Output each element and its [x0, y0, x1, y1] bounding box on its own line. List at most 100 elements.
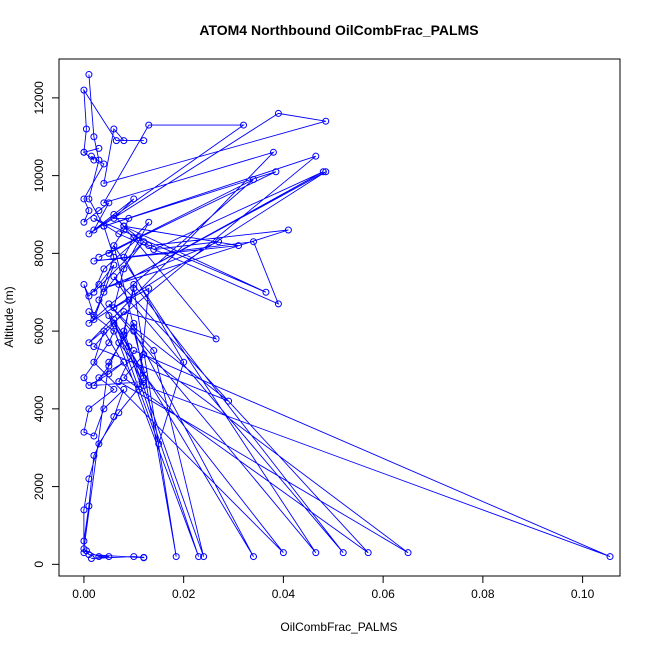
- y-tick-label: 12000: [32, 81, 46, 115]
- data-point: [110, 315, 118, 323]
- data-point: [319, 168, 327, 176]
- data-point: [145, 284, 153, 292]
- data-point: [120, 358, 128, 366]
- data-point: [95, 144, 103, 152]
- data-point: [82, 125, 90, 133]
- data-point: [80, 148, 88, 156]
- data-point: [90, 226, 98, 234]
- x-tick-label: 0.04: [272, 587, 296, 601]
- data-point: [90, 451, 98, 459]
- data-point: [110, 214, 118, 222]
- data-point: [85, 230, 93, 238]
- data-point: [284, 226, 292, 234]
- data-point: [90, 312, 98, 320]
- data-point: [322, 168, 330, 176]
- data-point: [140, 366, 148, 374]
- data-point: [240, 121, 248, 129]
- x-axis-label: OilCombFrac_PALMS: [280, 620, 397, 634]
- data-point: [105, 249, 113, 257]
- data-point: [85, 195, 93, 203]
- data-point: [125, 214, 133, 222]
- data-point: [215, 238, 223, 246]
- data-point: [110, 327, 118, 335]
- data-point: [90, 358, 98, 366]
- data-point: [110, 304, 118, 312]
- data-point: [105, 553, 113, 561]
- data-point: [90, 214, 98, 222]
- data-point: [110, 273, 118, 281]
- data-point: [80, 195, 88, 203]
- data-point: [80, 280, 88, 288]
- data-point: [95, 253, 103, 261]
- data-point: [95, 553, 103, 561]
- y-axis-label: Altitude (m): [2, 286, 16, 347]
- data-point: [130, 234, 138, 242]
- data-point: [85, 319, 93, 327]
- y-tick-label: 2000: [32, 473, 46, 500]
- x-tick-label: 0.02: [172, 587, 196, 601]
- data-point: [100, 405, 108, 413]
- data-point: [80, 537, 88, 545]
- data-point: [130, 323, 138, 331]
- data-point: [105, 358, 113, 366]
- data-point: [140, 238, 148, 246]
- data-point: [95, 374, 103, 382]
- data-point: [115, 378, 123, 386]
- data-point: [80, 428, 88, 436]
- x-tick-label: 0.10: [571, 587, 595, 601]
- data-point: [606, 553, 614, 561]
- x-tick-label: 0.00: [72, 587, 96, 601]
- data-point: [120, 265, 128, 273]
- y-tick-label: 4000: [32, 395, 46, 422]
- data-point: [95, 280, 103, 288]
- data-point: [90, 133, 98, 141]
- data-point: [272, 168, 280, 176]
- data-point: [100, 160, 108, 168]
- data-point: [130, 327, 138, 335]
- data-point: [279, 549, 287, 557]
- data-point: [212, 335, 220, 343]
- data-point: [110, 413, 118, 421]
- data-point: [140, 137, 148, 145]
- data-point: [95, 156, 103, 164]
- data-point: [145, 121, 153, 129]
- data-point: [80, 545, 88, 553]
- data-point: [80, 506, 88, 514]
- data-point: [115, 230, 123, 238]
- data-point: [100, 222, 108, 230]
- series-line: [82, 74, 611, 559]
- x-axis: 0.00 0.02 0.04 0.06 0.08 0.10: [72, 575, 595, 601]
- data-point: [145, 242, 153, 250]
- data-point: [85, 475, 93, 483]
- data-point: [120, 253, 128, 261]
- data-point: [90, 432, 98, 440]
- data-point: [120, 374, 128, 382]
- data-point: [110, 261, 118, 269]
- data-point: [90, 315, 98, 323]
- data-point: [120, 327, 128, 335]
- data-point: [90, 343, 98, 351]
- data-point: [80, 374, 88, 382]
- y-tick-label: 8000: [32, 240, 46, 267]
- data-point: [145, 218, 153, 226]
- data-point: [312, 549, 320, 557]
- data-point: [140, 374, 148, 382]
- data-point: [120, 137, 128, 145]
- data-point: [110, 210, 118, 218]
- data-point: [105, 370, 113, 378]
- data-point: [120, 331, 128, 339]
- y-tick-label: 6000: [32, 317, 46, 344]
- data-point: [339, 549, 347, 557]
- data-point: [100, 284, 108, 292]
- data-point: [105, 300, 113, 308]
- data-point: [95, 207, 103, 215]
- data-point: [140, 350, 148, 358]
- data-point: [135, 234, 143, 242]
- data-point: [95, 296, 103, 304]
- data-point: [105, 362, 113, 370]
- data-point: [85, 405, 93, 413]
- data-point: [249, 238, 257, 246]
- data-point: [130, 195, 138, 203]
- series-layer: [80, 71, 614, 563]
